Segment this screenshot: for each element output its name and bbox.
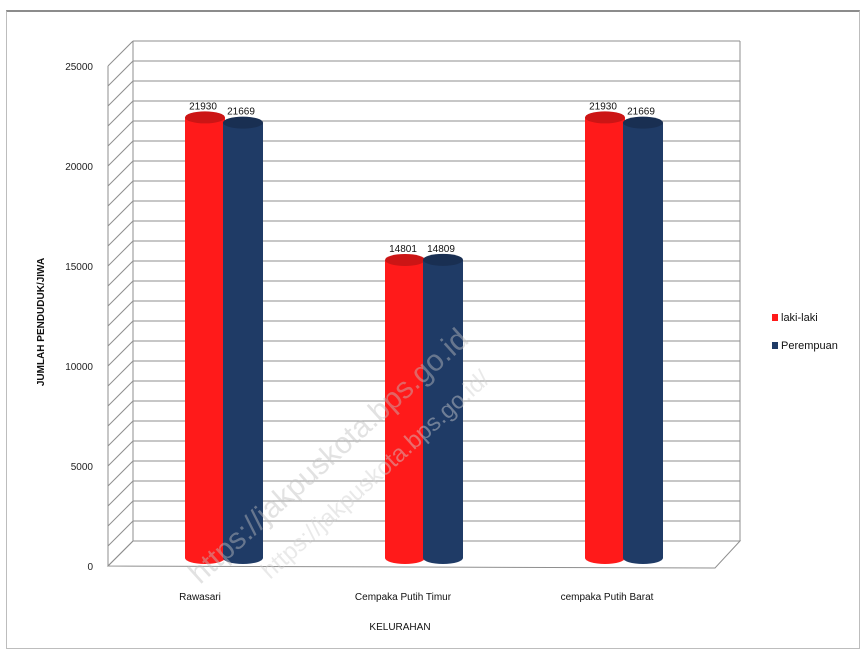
x-axis-title: KELURAHAN [369, 622, 430, 633]
legend-swatch-laki-laki [772, 314, 778, 321]
gridline-side [107, 340, 134, 367]
x-tick-label: cempaka Putih Barat [561, 592, 654, 603]
data-label: 21930 [189, 101, 217, 112]
gridline-side [107, 40, 134, 67]
data-label: 21669 [227, 107, 255, 118]
bar-top [223, 116, 263, 129]
y-tick-label: 0 [87, 562, 93, 573]
y-tick-labels: 0 5000 10000 15000 20000 25000 [65, 62, 93, 573]
y-tick-label: 20000 [65, 162, 93, 173]
gridline-side [107, 200, 134, 227]
gridline-side [107, 220, 134, 247]
gridline-side [107, 180, 134, 207]
gridline-side [107, 320, 134, 347]
legend-swatch-perempuan [772, 342, 778, 349]
data-label: 14809 [427, 244, 455, 255]
y-axis-title: JUMLAH PENDUDUK/JIWA [36, 258, 47, 386]
legend-label-laki-laki: laki-laki [781, 312, 818, 324]
bar [623, 116, 663, 565]
gridline-side [107, 140, 134, 167]
gridline-side [107, 80, 134, 107]
bar [423, 253, 463, 564]
bar-body [185, 117, 225, 565]
bar [385, 253, 425, 564]
y-tick-label: 25000 [65, 62, 93, 73]
y-tick-label: 5000 [71, 462, 94, 473]
gridline-side [107, 300, 134, 327]
x-tick-label: Rawasari [179, 592, 221, 603]
bar-body [623, 122, 663, 565]
bar-top [423, 253, 463, 266]
gridline-side [107, 380, 134, 407]
gridline-side [107, 100, 134, 127]
bar-top [623, 116, 663, 129]
bar-body [585, 117, 625, 565]
gridline-side [107, 60, 134, 87]
bar-body [423, 259, 463, 564]
data-labels: 21930 21669 14801 14809 21930 21669 [189, 101, 655, 255]
gridline-side [107, 400, 134, 427]
data-label: 21669 [627, 107, 655, 118]
gridline-side [107, 500, 134, 527]
gridline-side [107, 360, 134, 387]
bar-top [585, 111, 625, 124]
gridline-side [107, 520, 134, 547]
gridline-side [107, 120, 134, 147]
gridline-side [107, 260, 134, 287]
gridline-side [107, 440, 134, 467]
gridline-side [107, 480, 134, 507]
x-tick-label: Cempaka Putih Timur [355, 592, 452, 603]
data-label: 21930 [589, 101, 617, 112]
bars [185, 111, 663, 565]
bar [223, 116, 263, 565]
floor [106, 540, 742, 569]
y-tick-label: 15000 [65, 262, 93, 273]
chart-frame [6, 10, 860, 649]
gridline-side [107, 240, 134, 267]
gridline-side [107, 460, 134, 487]
bar [585, 111, 625, 565]
bar-top [185, 111, 225, 124]
y-tick-label: 10000 [65, 362, 93, 373]
legend-label-perempuan: Perempuan [781, 340, 838, 352]
gridline-side [107, 160, 134, 187]
gridline-side [107, 420, 134, 447]
bar-body [385, 259, 425, 564]
bar-body [223, 122, 263, 565]
legend: laki-laki Perempuan [772, 312, 838, 352]
gridline-side [107, 280, 134, 307]
bar [185, 111, 225, 565]
data-label: 14801 [389, 244, 417, 255]
bar-top [385, 253, 425, 266]
